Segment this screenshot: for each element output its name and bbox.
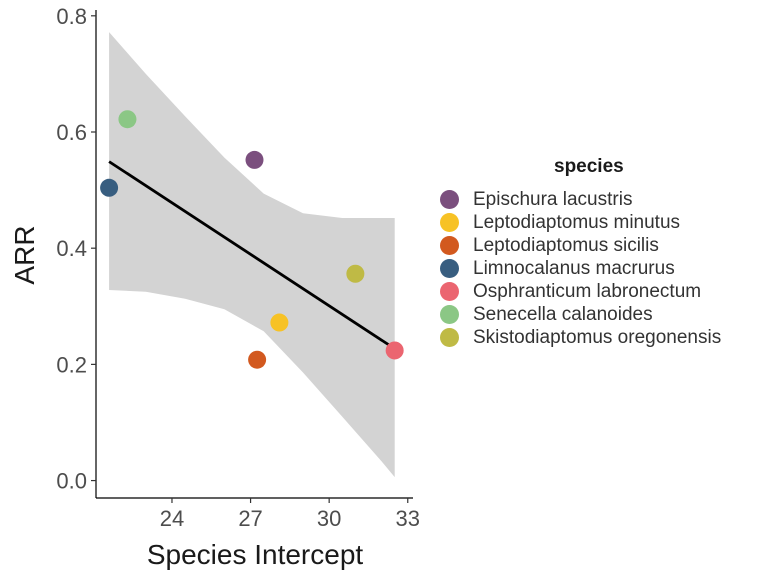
legend-key xyxy=(440,236,459,255)
legend-label: Skistodiaptomus oregonensis xyxy=(473,326,722,348)
legend-key xyxy=(440,328,459,347)
legend-label: Leptodiaptomus minutus xyxy=(473,211,681,233)
x-tick-label: 30 xyxy=(317,506,341,531)
y-axis-title: ARR xyxy=(9,225,40,284)
x-tick-label: 24 xyxy=(160,506,184,531)
data-point xyxy=(118,110,137,129)
legend-key xyxy=(440,305,459,324)
legend-item: Leptodiaptomus sicilis xyxy=(440,234,760,257)
y-tick-label: 0.2 xyxy=(56,352,87,377)
legend-key xyxy=(440,282,459,301)
legend-label: Senecella calanoides xyxy=(473,303,653,325)
legend-item: Skistodiaptomus oregonensis xyxy=(440,326,760,349)
legend-label: Epischura lacustris xyxy=(473,188,633,210)
data-point xyxy=(385,341,404,360)
data-point xyxy=(346,264,365,283)
legend: species Epischura lacustris Leptodiaptomu… xyxy=(440,156,760,349)
data-point xyxy=(270,313,289,332)
x-tick-label: 27 xyxy=(238,506,262,531)
legend-label: Leptodiaptomus sicilis xyxy=(473,234,659,256)
regression-line xyxy=(108,160,396,350)
x-tick-label: 33 xyxy=(396,506,420,531)
data-points-layer xyxy=(100,110,404,369)
y-tick-label: 0.0 xyxy=(56,469,87,494)
legend-item: Senecella calanoides xyxy=(440,303,760,326)
axes: 24 27 30 33 0.0 0.2 0.4 0.6 0.8 xyxy=(56,4,420,531)
legend-key xyxy=(440,190,459,209)
regression-line-layer xyxy=(108,160,396,350)
data-point xyxy=(100,178,119,197)
y-tick-label: 0.8 xyxy=(56,4,87,29)
legend-item: Leptodiaptomus minutus xyxy=(440,211,760,234)
legend-label: Limnocalanus macrurus xyxy=(473,257,675,279)
legend-key xyxy=(440,259,459,278)
x-axis-title: Species Intercept xyxy=(147,539,364,570)
data-point xyxy=(248,350,267,369)
y-tick-label: 0.6 xyxy=(56,120,87,145)
data-point xyxy=(245,150,264,169)
legend-item: Limnocalanus macrurus xyxy=(440,257,760,280)
legend-items: Epischura lacustris Leptodiaptomus minutu… xyxy=(440,188,760,349)
legend-label: Osphranticum labronectum xyxy=(473,280,702,302)
legend-title: species xyxy=(554,156,624,177)
legend-key xyxy=(440,213,459,232)
y-tick-label: 0.4 xyxy=(56,236,87,261)
legend-item: Epischura lacustris xyxy=(440,188,760,211)
legend-item: Osphranticum labronectum xyxy=(440,280,760,303)
